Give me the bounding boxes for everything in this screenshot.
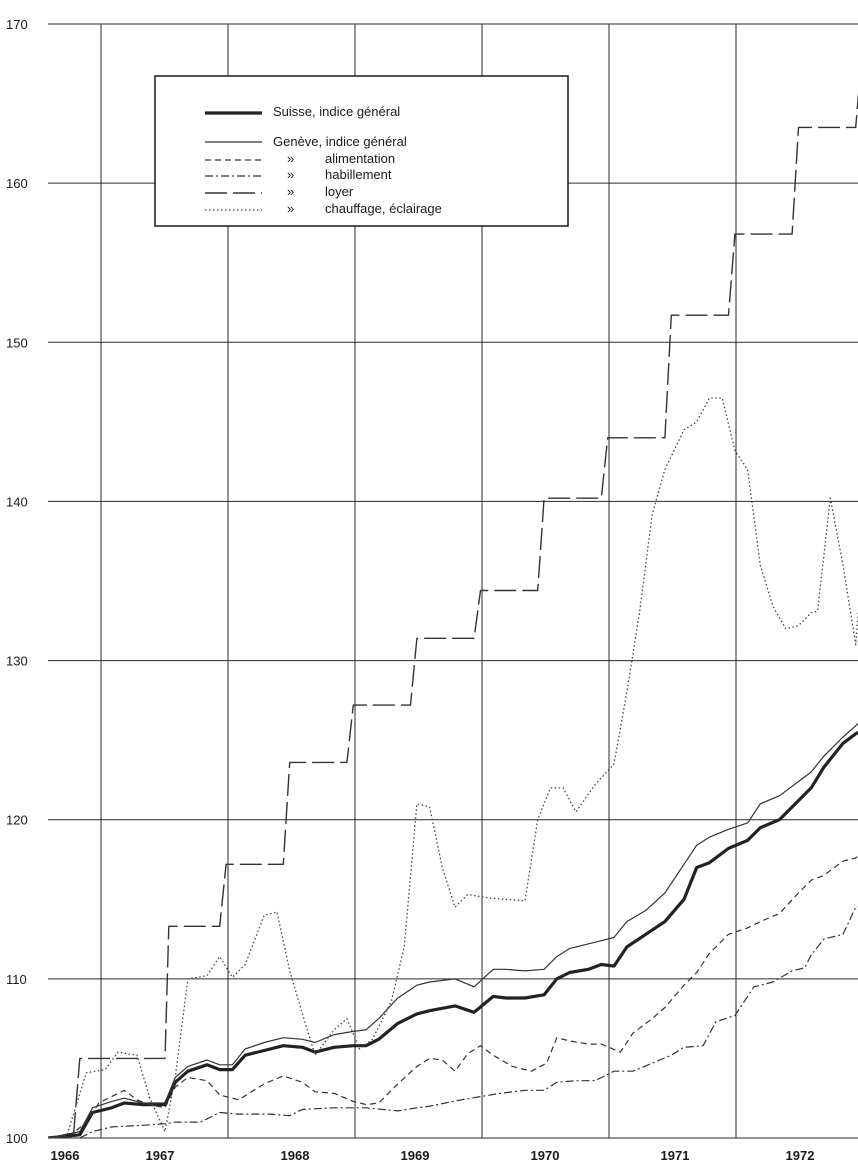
y-tick-label-110: 110 bbox=[6, 972, 27, 987]
legend-box bbox=[154, 75, 569, 227]
legend-ditto-2: » bbox=[287, 151, 294, 166]
y-tick-label-170: 170 bbox=[6, 17, 28, 32]
y-tick-label-120: 120 bbox=[6, 813, 28, 828]
x-axis-ticks: 1966 1967 1968 1969 1970 1971 1972 bbox=[51, 1148, 815, 1163]
legend-ditto-3: » bbox=[287, 167, 294, 182]
x-tick-label-1967: 1967 bbox=[146, 1148, 175, 1163]
y-axis-ticks: 100 110 120 130 140 150 160 170 bbox=[6, 17, 28, 1146]
x-tick-label-1969: 1969 bbox=[401, 1148, 430, 1163]
y-tick-label-130: 130 bbox=[6, 654, 28, 669]
legend-ditto-5: » bbox=[287, 201, 294, 216]
x-tick-label-1966: 1966 bbox=[51, 1148, 80, 1163]
legend-label-0: Suisse, indice général bbox=[273, 104, 400, 119]
y-tick-label-140: 140 bbox=[6, 494, 28, 509]
legend-label-2: alimentation bbox=[325, 151, 395, 166]
series-lines bbox=[48, 91, 858, 1138]
series-line-3 bbox=[48, 906, 858, 1138]
y-tick-label-100: 100 bbox=[6, 1131, 28, 1146]
legend-label-4: loyer bbox=[325, 184, 354, 199]
y-tick-label-150: 150 bbox=[6, 335, 28, 350]
series-line-1 bbox=[48, 722, 858, 1138]
legend-label-5: chauffage, éclairage bbox=[325, 201, 442, 216]
x-tick-label-1972: 1972 bbox=[786, 1148, 815, 1163]
x-tick-label-1968: 1968 bbox=[281, 1148, 310, 1163]
x-tick-label-1970: 1970 bbox=[531, 1148, 560, 1163]
y-tick-label-160: 160 bbox=[6, 176, 28, 191]
x-tick-label-1971: 1971 bbox=[661, 1148, 690, 1163]
series-line-2 bbox=[48, 855, 858, 1138]
series-line-0 bbox=[48, 730, 858, 1138]
series-line-4 bbox=[48, 91, 858, 1138]
legend-label-1: Genève, indice général bbox=[273, 134, 407, 149]
legend-items: Suisse, indice général Genève, indice gén… bbox=[205, 104, 442, 216]
legend: Suisse, indice général Genève, indice gén… bbox=[154, 75, 569, 227]
series-line-5 bbox=[48, 397, 858, 1138]
legend-label-3: habillement bbox=[325, 167, 392, 182]
legend-ditto-4: » bbox=[287, 184, 294, 199]
